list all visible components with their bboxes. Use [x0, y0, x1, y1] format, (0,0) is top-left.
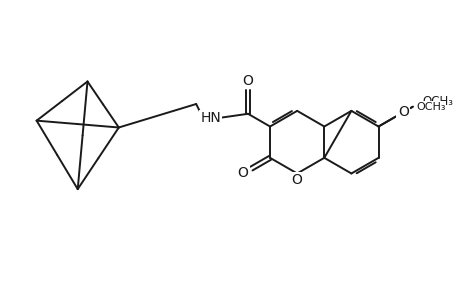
Text: O: O	[237, 167, 248, 180]
Text: O: O	[242, 74, 253, 88]
Text: O: O	[291, 173, 302, 187]
Text: O: O	[396, 106, 407, 120]
Text: O: O	[397, 105, 408, 119]
Text: OCH₃: OCH₃	[422, 94, 453, 108]
Text: HN: HN	[200, 111, 221, 125]
Text: OCH₃: OCH₃	[415, 102, 444, 112]
